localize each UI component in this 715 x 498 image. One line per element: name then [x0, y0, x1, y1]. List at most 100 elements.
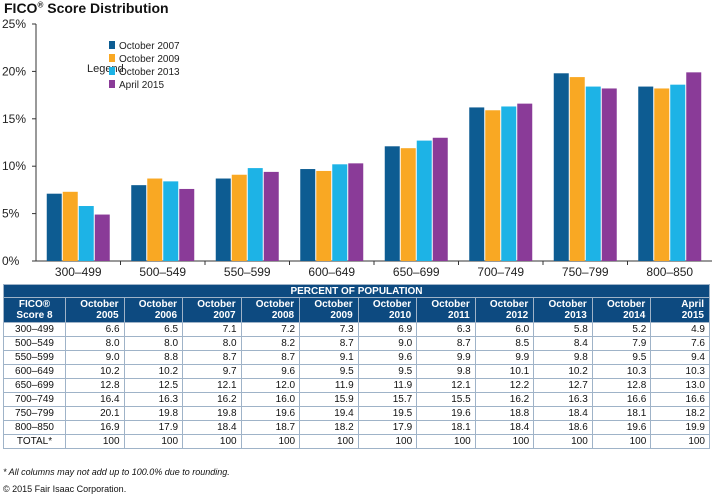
bar — [517, 103, 533, 261]
header-line-2: 2009 — [330, 310, 353, 321]
table-cell: 18.4 — [533, 406, 593, 421]
bar — [163, 181, 179, 261]
table-cell: 19.8 — [123, 406, 184, 421]
bar — [585, 86, 601, 262]
table-cell: 19.5 — [357, 406, 418, 421]
bar — [686, 72, 702, 262]
table-cell: 16.2 — [182, 392, 242, 407]
table-cell: 18.2 — [650, 406, 710, 421]
bar — [432, 137, 448, 261]
table-cell: 9.0 — [65, 350, 125, 365]
row-label: 700–749 — [3, 392, 66, 407]
table-cell: 19.4 — [299, 406, 359, 421]
table-cell: 9.4 — [650, 350, 710, 365]
table-cell: 6.3 — [416, 322, 476, 337]
bar — [179, 188, 195, 261]
table-cell: 6.5 — [123, 322, 184, 337]
bar — [348, 163, 364, 261]
column-header: April 2015 — [650, 297, 710, 323]
table-cell: 16.0 — [240, 392, 301, 407]
header-line-1: October — [489, 299, 529, 310]
table-cell: 11.9 — [299, 378, 359, 393]
table-cell: 6.6 — [65, 322, 125, 337]
table-cell: 100 — [65, 434, 125, 449]
x-tick-label: 500–549 — [139, 265, 186, 279]
legend-label: October 2013 — [119, 67, 180, 78]
x-tick-label: 550–599 — [224, 265, 271, 279]
x-tick-label: 700–749 — [477, 265, 524, 279]
table-cell: 7.1 — [182, 322, 242, 337]
table-cell: 16.6 — [650, 392, 710, 407]
table-cell: 10.2 — [123, 364, 184, 379]
y-tick-label: 15% — [2, 112, 26, 126]
table-cell: 16.2 — [474, 392, 535, 407]
bar — [131, 185, 147, 261]
table-cell: 9.8 — [533, 350, 593, 365]
row-label: 500–549 — [3, 336, 66, 351]
y-tick-label: 0% — [2, 254, 20, 268]
table-cell: 8.0 — [65, 336, 125, 351]
column-header: October 2006 — [123, 297, 184, 323]
table-row: 650–699 12.8 12.5 12.1 12.0 11.9 11.9 12.1 12.2 1… — [3, 378, 710, 393]
table-cell: 100 — [591, 434, 652, 449]
table-cell: 15.5 — [416, 392, 476, 407]
table-row: 300–499 6.6 6.5 7.1 7.2 7.3 6.9 6.3 6.0 5.8 5.2 4.9 — [3, 322, 710, 337]
chart-title: FICO® Score Distribution — [4, 0, 169, 16]
copyright: © 2015 Fair Isaac Corporation. — [3, 484, 127, 494]
table-cell: 19.9 — [650, 420, 710, 435]
bar — [670, 84, 686, 261]
table-cell: 100 — [357, 434, 418, 449]
table-cell: 19.6 — [591, 420, 652, 435]
table-cell: 9.8 — [416, 364, 476, 379]
table-cell: 18.1 — [591, 406, 652, 421]
table-cell: 9.9 — [474, 350, 535, 365]
table-cell: 18.4 — [474, 420, 535, 435]
table-cell: 17.9 — [123, 420, 184, 435]
table-cell: 17.9 — [357, 420, 418, 435]
table-row: 600–649 10.2 10.2 9.7 9.6 9.5 9.5 9.8 10.1 10.2 10… — [3, 364, 710, 379]
x-tick-label: 750–799 — [562, 265, 609, 279]
table-cell: 100 — [299, 434, 359, 449]
bar — [94, 214, 110, 261]
table-cell: 7.6 — [650, 336, 710, 351]
table-cell: 16.3 — [533, 392, 593, 407]
bar — [316, 170, 332, 261]
table-cell: 12.5 — [123, 378, 184, 393]
column-header: October 2012 — [474, 297, 535, 323]
footnote: * All columns may not add up to 100.0% d… — [3, 467, 230, 477]
table-cell: 11.9 — [357, 378, 418, 393]
table-cell: 12.0 — [240, 378, 301, 393]
table-cell: 100 — [123, 434, 184, 449]
x-tick-label: 800–850 — [646, 265, 693, 279]
table-row: 800–850 16.9 17.9 18.4 18.7 18.2 17.9 18.1 18.4 1… — [3, 420, 710, 435]
table-row: TOTAL* 100 100 100 100 100 100 100 100 100 100 100 — [3, 434, 710, 449]
legend-swatch — [109, 67, 115, 75]
table-banner: PERCENT OF POPULATION — [3, 284, 710, 298]
table-cell: 10.3 — [591, 364, 652, 379]
table-cell: 8.2 — [240, 336, 301, 351]
table-cell: 6.9 — [357, 322, 418, 337]
bar — [300, 169, 316, 261]
legend-swatch — [109, 54, 115, 62]
column-header: October 2008 — [240, 297, 301, 323]
table-cell: 9.5 — [357, 364, 418, 379]
table-cell: 12.7 — [533, 378, 593, 393]
table-cell: 100 — [182, 434, 242, 449]
header-line-2: 2005 — [96, 310, 119, 321]
table-cell: 5.2 — [591, 322, 652, 337]
legend-label: April 2015 — [119, 80, 164, 91]
table-cell: 100 — [533, 434, 593, 449]
header-line-1: October — [80, 299, 119, 310]
table-cell: 18.7 — [240, 420, 301, 435]
header-line-1: April — [681, 299, 704, 310]
header-fico-score: FICO® Score 8 — [3, 297, 66, 323]
table-row: 550–599 9.0 8.8 8.7 8.7 9.1 9.6 9.9 9.9 9.8 9.5 9.4 — [3, 350, 710, 365]
bar — [469, 107, 485, 261]
bar — [46, 193, 62, 261]
x-tick-label: 300–499 — [55, 265, 102, 279]
y-tick-label: 25% — [2, 17, 26, 31]
table-cell: 8.7 — [299, 336, 359, 351]
row-label: 750–799 — [3, 406, 66, 421]
table-cell: 7.3 — [299, 322, 359, 337]
bar — [553, 73, 569, 262]
